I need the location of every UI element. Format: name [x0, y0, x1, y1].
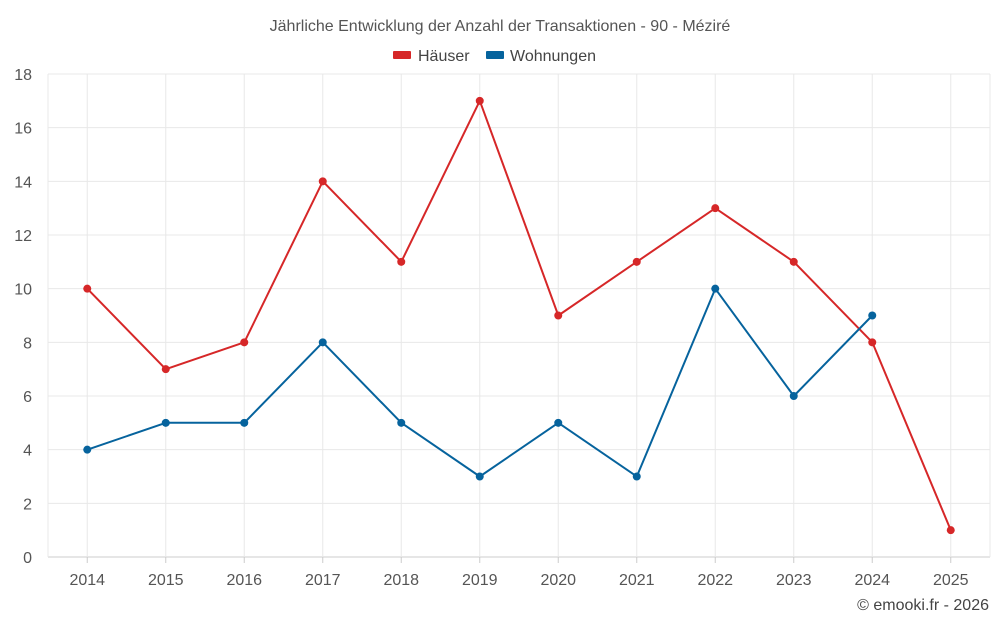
data-point — [554, 418, 563, 427]
data-point — [868, 338, 877, 347]
data-point — [83, 445, 92, 454]
data-point — [240, 418, 249, 427]
data-point — [475, 472, 484, 481]
y-tick-label: 8 — [23, 335, 32, 352]
legend-label: Wohnungen — [510, 48, 596, 65]
y-tick-label: 4 — [23, 443, 32, 460]
data-point — [475, 96, 484, 105]
x-tick-label: 2018 — [383, 572, 419, 589]
x-tick-label: 2023 — [776, 572, 812, 589]
y-tick-label: 10 — [14, 282, 32, 299]
data-point — [397, 257, 406, 266]
data-point — [161, 365, 170, 374]
y-tick-label: 2 — [23, 496, 32, 513]
y-axis: 0 2 4 6 8 10 12 14 16 18 — [14, 67, 32, 567]
x-tick-label: 2022 — [697, 572, 733, 589]
x-tick-label: 2025 — [933, 572, 969, 589]
y-tick-label: 12 — [14, 228, 32, 245]
x-tick-label: 2016 — [226, 572, 262, 589]
data-point — [318, 338, 327, 347]
legend-swatch — [486, 51, 504, 59]
data-point — [711, 204, 720, 213]
y-tick-label: 18 — [14, 67, 32, 84]
data-point — [83, 284, 92, 293]
y-tick-label: 6 — [23, 389, 32, 406]
x-tick-label: 2017 — [305, 572, 341, 589]
x-tick-label: 2020 — [540, 572, 576, 589]
chart-title: Jährliche Entwicklung der Anzahl der Tra… — [270, 18, 731, 35]
legend: Häuser Wohnungen — [393, 48, 596, 65]
credit-text: © emooki.fr - 2026 — [857, 597, 989, 614]
y-tick-label: 0 — [23, 550, 32, 567]
series-line-haeuser — [86, 99, 952, 531]
data-point — [789, 257, 798, 266]
y-tick-label: 14 — [14, 174, 32, 191]
data-point — [397, 418, 406, 427]
x-tick-label: 2021 — [619, 572, 655, 589]
data-point — [554, 311, 563, 320]
data-point — [946, 526, 955, 535]
data-point — [161, 418, 170, 427]
series-layer — [83, 96, 955, 535]
x-tick-label: 2024 — [854, 572, 890, 589]
data-point — [632, 472, 641, 481]
data-point — [711, 284, 720, 293]
x-tick-label: 2015 — [148, 572, 184, 589]
data-point — [240, 338, 249, 347]
legend-swatch — [393, 51, 411, 59]
data-point — [868, 311, 877, 320]
x-tick-label: 2014 — [69, 572, 105, 589]
data-point — [789, 392, 798, 400]
y-tick-label: 16 — [14, 121, 32, 138]
x-tick-label: 2019 — [462, 572, 498, 589]
data-point — [318, 177, 327, 186]
x-axis: 2014 2015 2016 2017 2018 2019 2020 2021 2022 2023… — [69, 557, 969, 589]
legend-label: Häuser — [418, 48, 470, 65]
data-point — [632, 257, 641, 266]
grid — [47, 73, 991, 558]
